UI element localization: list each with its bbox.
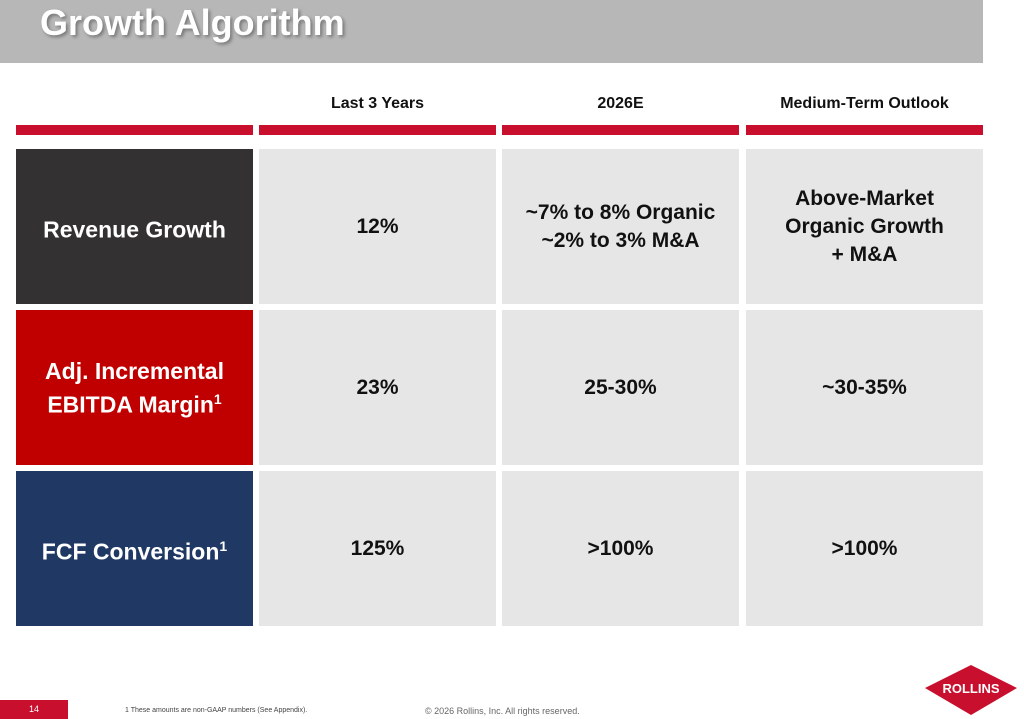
table-cell: 12% [259,149,496,304]
page-number: 14 [0,700,68,719]
footnote: 1 These amounts are non-GAAP numbers (Se… [125,707,308,714]
column-header: 2026E [597,95,644,112]
row-label: Adj. Incremental EBITDA Margin1 [16,310,253,465]
row-label: FCF Conversion1 [16,471,253,626]
table-cell: 125% [259,471,496,626]
table-cell: ~7% to 8% Organic ~2% to 3% M&A [502,149,739,304]
column-header: Last 3 Years [330,95,425,112]
table-cell: 25-30% [502,310,739,465]
header-divider [259,125,496,135]
table-cell: >100% [502,471,739,626]
column-header: Medium-Term Outlook [780,95,949,112]
table-cell: 23% [259,310,496,465]
rollins-logo: ROLLINS [925,665,1017,715]
table-cell: ~30-35% [746,310,983,465]
header-divider [746,125,983,135]
svg-text:ROLLINS: ROLLINS [942,681,999,696]
header-divider [16,125,253,135]
header-divider [502,125,739,135]
copyright: © 2026 Rollins, Inc. All rights reserved… [425,706,580,716]
table-cell: Above-Market Organic Growth + M&A [746,149,983,304]
table-cell: >100% [746,471,983,626]
page-title: Growth Algorithm [40,2,345,43]
row-label: Revenue Growth [16,149,253,304]
title-bar: Growth Algorithm [0,0,983,63]
